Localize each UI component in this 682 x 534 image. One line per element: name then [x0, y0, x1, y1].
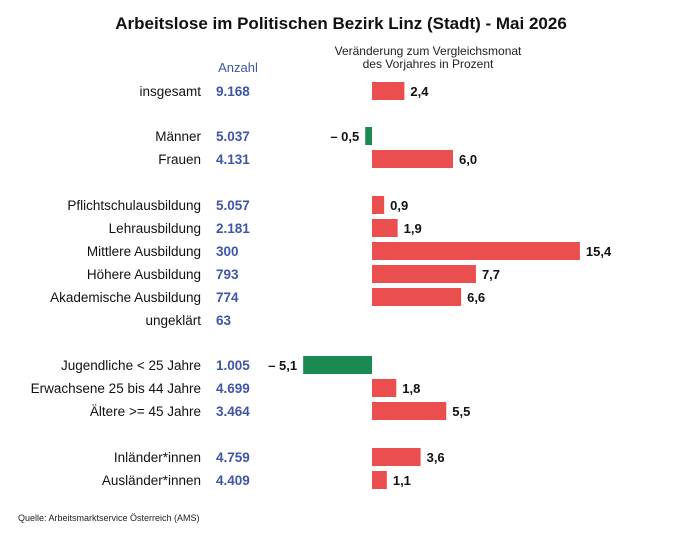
bar: [372, 471, 387, 489]
row-label: Ausländer*innen: [102, 473, 201, 488]
data-label: 5,5: [452, 404, 470, 419]
row-count: 4.131: [216, 152, 250, 167]
row-label: Erwachsene 25 bis 44 Jahre: [31, 381, 201, 396]
change-header-line2: des Vorjahres in Prozent: [363, 57, 494, 71]
chart-rows: insgesamt 9.168 2,4 Männer 5.037 – 0,5 Frauen 4…: [31, 82, 612, 489]
row-label: Frauen: [158, 152, 201, 167]
row-count: 5.057: [216, 198, 250, 213]
row-label: Akademische Ausbildung: [50, 290, 201, 305]
change-header-line1: Veränderung zum Vergleichsmonat: [335, 44, 522, 58]
chart-title: Arbeitslose im Politischen Bezirk Linz (…: [115, 14, 567, 33]
row-count: 774: [216, 290, 239, 305]
bar: [372, 288, 462, 306]
bar: [372, 379, 397, 397]
data-label: 6,6: [467, 290, 485, 305]
data-label: 1,1: [393, 473, 411, 488]
bar: [372, 196, 385, 214]
row-label: Männer: [155, 129, 201, 144]
row-count: 3.464: [216, 404, 250, 419]
bar: [372, 402, 447, 420]
bar: [372, 82, 405, 100]
bar: [372, 242, 580, 260]
bar: [372, 265, 476, 283]
row-count: 5.037: [216, 129, 250, 144]
row-label: Lehrausbildung: [109, 221, 201, 236]
bar: [372, 219, 398, 237]
data-label: 6,0: [459, 152, 477, 167]
row-label: Inländer*innen: [114, 450, 201, 465]
row-label: Ältere >= 45 Jahre: [90, 404, 201, 419]
bar: [303, 356, 372, 374]
count-header: Anzahl: [218, 60, 258, 75]
row-count: 9.168: [216, 84, 250, 99]
row-count: 1.005: [216, 358, 250, 373]
row-label: Mittlere Ausbildung: [87, 244, 201, 259]
data-label: 3,6: [427, 450, 445, 465]
row-count: 63: [216, 313, 232, 328]
data-label: – 0,5: [330, 129, 359, 144]
data-label: 7,7: [482, 267, 500, 282]
data-label: 1,8: [402, 381, 420, 396]
row-label: insgesamt: [139, 84, 201, 99]
row-count: 4.759: [216, 450, 250, 465]
row-count: 793: [216, 267, 239, 282]
data-label: 15,4: [586, 244, 612, 259]
row-count: 2.181: [216, 221, 250, 236]
data-label: 2,4: [410, 84, 429, 99]
bar: [372, 150, 453, 168]
bar: [372, 448, 421, 466]
data-label: 0,9: [390, 198, 408, 213]
row-count: 300: [216, 244, 239, 259]
data-label: – 5,1: [268, 358, 297, 373]
row-label: Jugendliche < 25 Jahre: [61, 358, 201, 373]
row-count: 4.699: [216, 381, 250, 396]
source-note: Quelle: Arbeitsmarktservice Österreich (…: [18, 513, 200, 523]
row-label: Pflichtschulausbildung: [67, 198, 201, 213]
data-label: 1,9: [404, 221, 422, 236]
row-label: Höhere Ausbildung: [87, 267, 201, 282]
bar: [365, 127, 372, 145]
row-label: ungeklärt: [145, 313, 201, 328]
row-count: 4.409: [216, 473, 250, 488]
